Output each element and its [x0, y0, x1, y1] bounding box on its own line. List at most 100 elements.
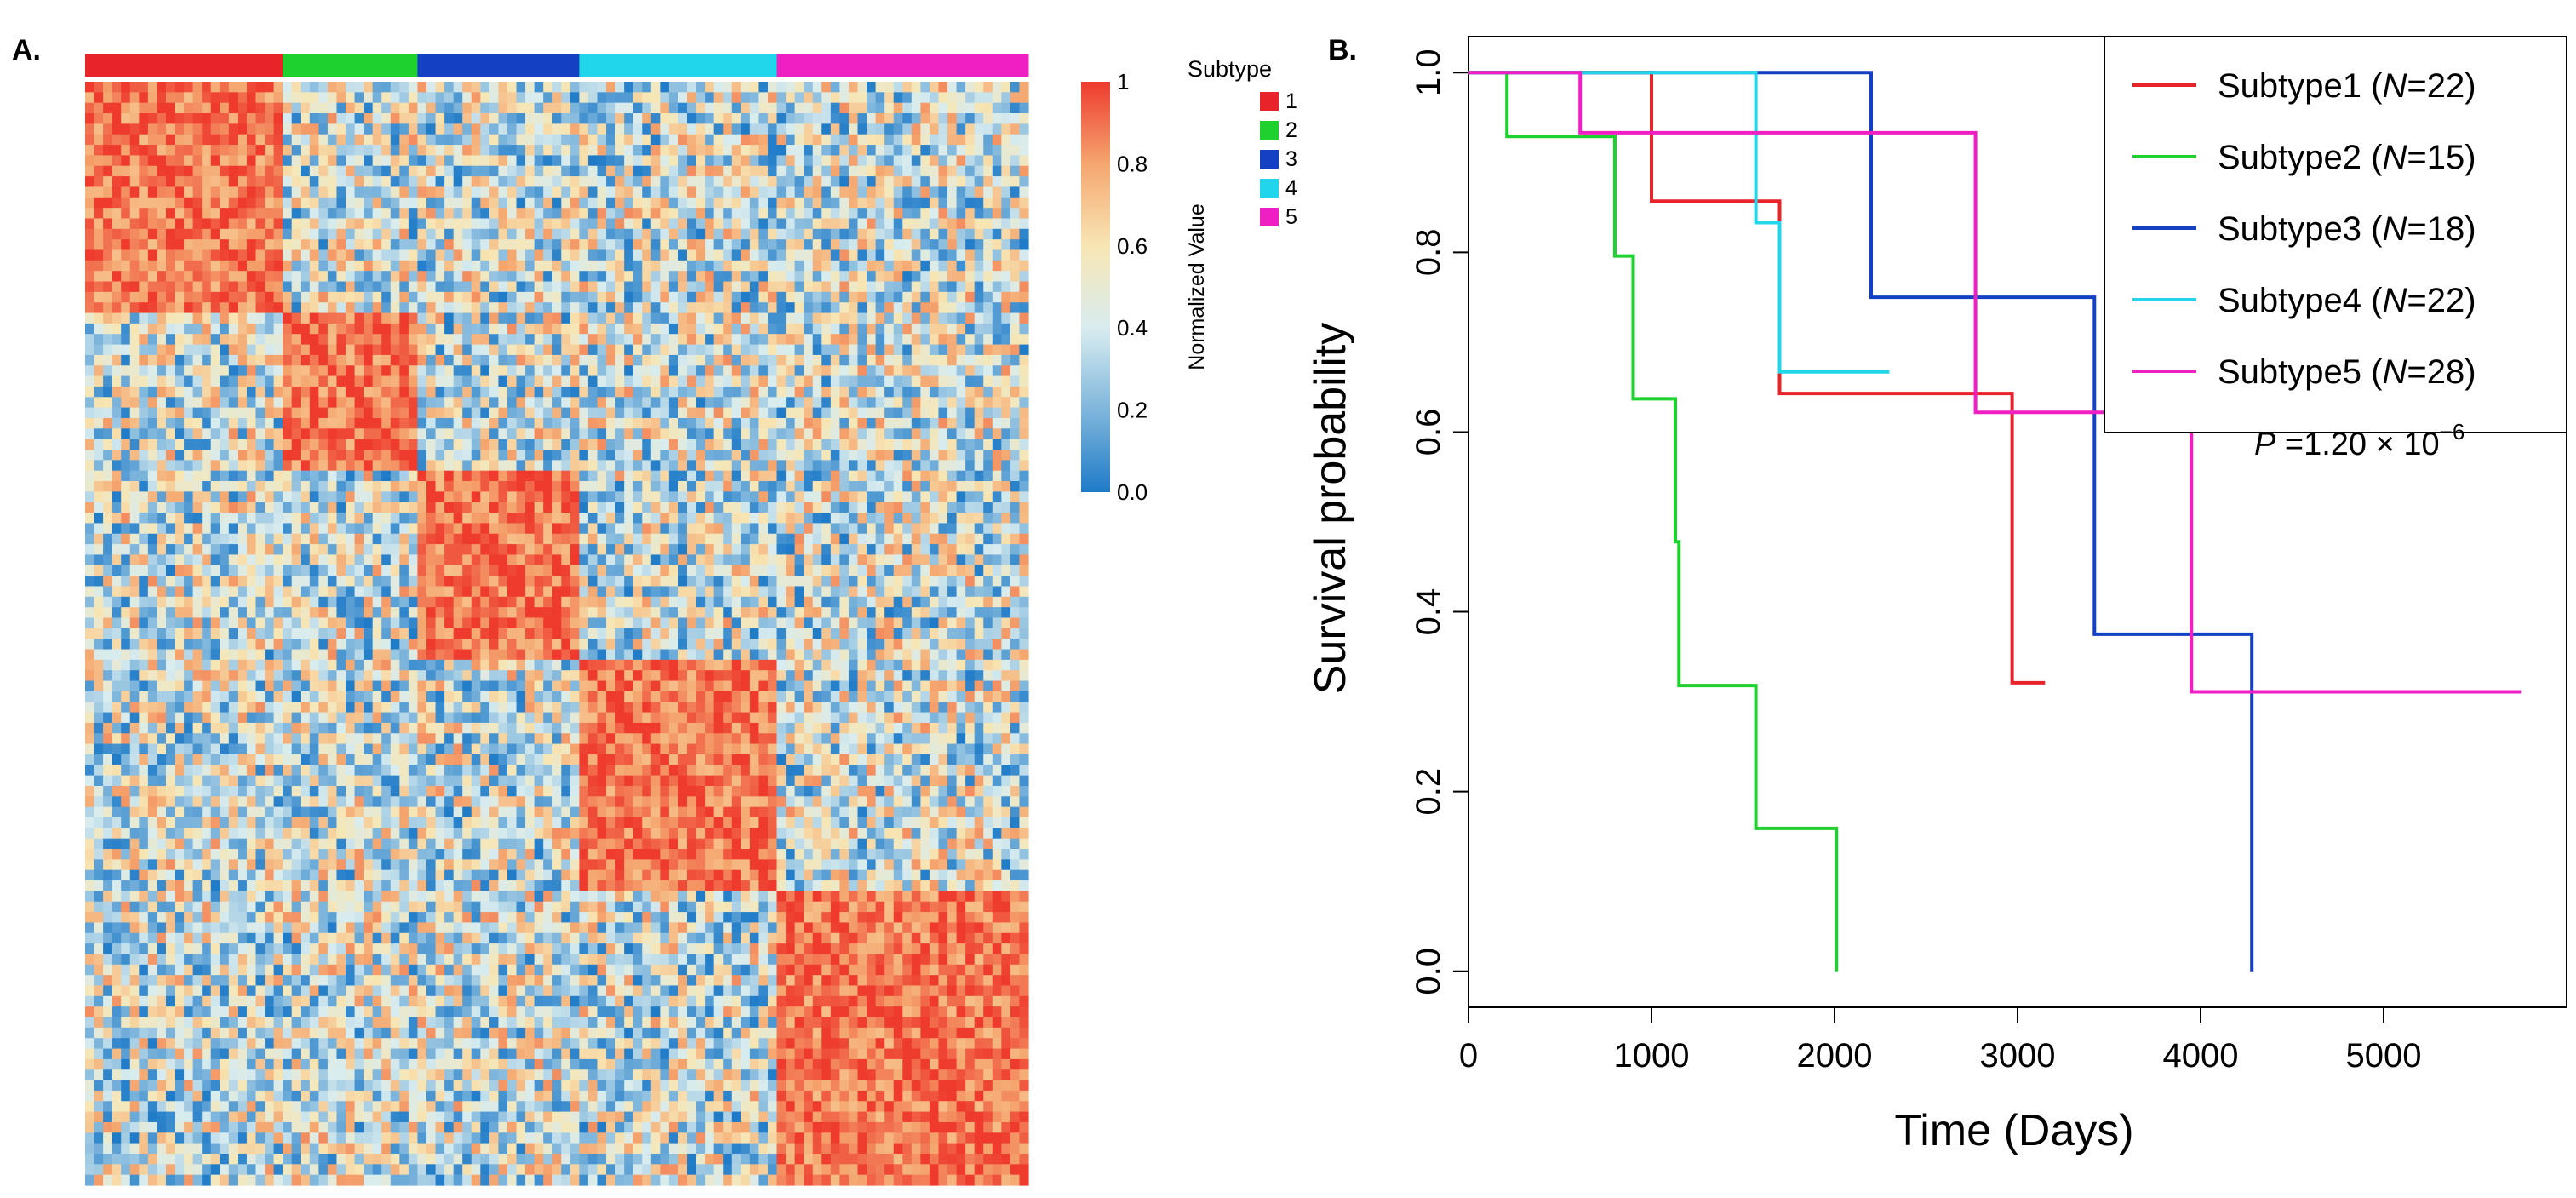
heatmap-cell [534, 565, 544, 576]
heatmap-cell [947, 554, 958, 566]
heatmap-cell [920, 354, 930, 366]
heatmap-cell [597, 460, 607, 472]
heatmap-cell [812, 312, 822, 324]
heatmap-cell [875, 502, 885, 513]
heatmap-cell [175, 354, 185, 366]
heatmap-cell [444, 145, 455, 156]
heatmap-cell [615, 470, 625, 482]
heatmap-cell [992, 513, 1002, 524]
heatmap-cell [974, 281, 984, 293]
heatmap-cell [624, 155, 634, 167]
heatmap-cell [947, 197, 958, 209]
heatmap-cell [435, 460, 445, 472]
heatmap-cell [354, 417, 364, 429]
heatmap-cell [165, 145, 176, 156]
heatmap-cell [184, 491, 194, 503]
heatmap-cell [444, 228, 455, 240]
heatmap-cell [776, 428, 787, 440]
heatmap-cell [283, 470, 293, 482]
heatmap-cell [184, 554, 194, 566]
heatmap-cell [1001, 82, 1011, 93]
heatmap-cell [147, 123, 158, 135]
heatmap-cell [444, 513, 455, 524]
heatmap-cell [758, 260, 769, 272]
heatmap-cell [246, 281, 257, 293]
heatmap-cell [893, 417, 903, 429]
heatmap-cell [318, 554, 329, 566]
heatmap-cell [228, 281, 238, 293]
heatmap-cell [381, 145, 392, 156]
heatmap-cell [884, 450, 895, 461]
heatmap-cell [157, 450, 167, 461]
heatmap-cell [974, 102, 984, 114]
heatmap-cell [489, 533, 500, 545]
heatmap-cell [696, 386, 706, 398]
heatmap-cell [498, 145, 508, 156]
heatmap-cell [192, 428, 203, 440]
heatmap-cell [336, 386, 346, 398]
heatmap-cell [597, 271, 607, 283]
heatmap-cell [390, 554, 400, 566]
heatmap-cell [857, 92, 867, 104]
heatmap-cell [1001, 208, 1011, 220]
heatmap-cell [265, 502, 275, 513]
heatmap-cell [202, 481, 212, 492]
heatmap-cell [1019, 218, 1029, 230]
heatmap-cell [489, 208, 500, 220]
heatmap-cell [453, 417, 463, 429]
heatmap-cell [1001, 334, 1011, 346]
heatmap-cell [687, 450, 697, 461]
heatmap-cell [228, 344, 238, 356]
heatmap-cell [238, 323, 248, 335]
heatmap-cell [453, 155, 463, 167]
heatmap-cell [956, 260, 966, 272]
heatmap-cell [1019, 228, 1029, 240]
heatmap-cell [210, 208, 220, 220]
heatmap-cell [165, 533, 176, 545]
heatmap-cell [228, 397, 238, 409]
heatmap-cell [947, 533, 958, 545]
heatmap-cell [992, 428, 1002, 440]
heatmap-cell [309, 281, 319, 293]
heatmap-cell [507, 281, 518, 293]
heatmap-cell [129, 291, 140, 303]
heatmap-cell [291, 323, 301, 335]
heatmap-cell [112, 344, 122, 356]
heatmap-cell [713, 312, 724, 324]
heatmap-cell [210, 407, 220, 419]
heatmap-cell [974, 491, 984, 503]
heatmap-cell [1019, 197, 1029, 209]
heatmap-cell [1001, 165, 1011, 177]
heatmap-cell [749, 428, 760, 440]
heatmap-cell [587, 113, 598, 124]
heatmap-cell [498, 208, 508, 220]
heatmap-cell [1019, 334, 1029, 346]
heatmap-cell [435, 82, 445, 93]
heatmap-cell [848, 82, 859, 93]
heatmap-cell [147, 513, 158, 524]
heatmap-cell [875, 312, 885, 324]
heatmap-cell [238, 481, 248, 492]
heatmap-cell [471, 218, 481, 230]
heatmap-cell [893, 291, 903, 303]
heatmap-cell [184, 502, 194, 513]
heatmap-cell [911, 249, 921, 261]
heatmap-cell [668, 155, 679, 167]
heatmap-cell [165, 354, 176, 366]
heatmap-cell [929, 291, 940, 303]
heatmap-cell [992, 186, 1002, 198]
heatmap-cell [534, 502, 544, 513]
heatmap-cell [220, 249, 230, 261]
heatmap-cell [417, 554, 427, 566]
heatmap-cell [507, 365, 518, 377]
heatmap-cell [678, 565, 688, 576]
heatmap-cell [121, 439, 131, 450]
heatmap-cell [381, 218, 392, 230]
heatmap-cell [202, 576, 212, 588]
heatmap-cell [516, 123, 526, 135]
heatmap-cell [713, 386, 724, 398]
heatmap-cell [794, 439, 804, 450]
heatmap-cell [283, 312, 293, 324]
heatmap-cell [273, 502, 283, 513]
heatmap-cell [660, 354, 670, 366]
